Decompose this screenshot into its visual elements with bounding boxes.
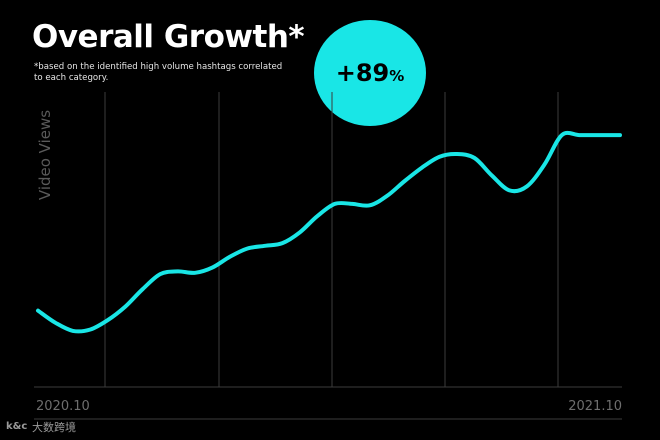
watermark: k&c 大数跨境 (6, 418, 76, 436)
x-tick-label-start: 2020.10 (36, 399, 90, 414)
growth-badge-text: +89% (336, 61, 405, 85)
chart-footnote: *based on the identified high volume has… (34, 62, 283, 83)
chart-title: Overall Growth* (32, 19, 305, 55)
grid-lines (104, 92, 559, 387)
growth-unit: % (389, 67, 405, 85)
growth-value: +89 (335, 59, 390, 87)
x-tick-label-end: 2021.10 (568, 399, 622, 414)
watermark-text: 大数跨境 (32, 421, 76, 434)
growth-badge: +89% (314, 20, 426, 126)
y-axis-label: Video Views (36, 110, 54, 200)
series-line-video-views (36, 130, 622, 334)
watermark-logo-icon: k&c (6, 421, 28, 432)
